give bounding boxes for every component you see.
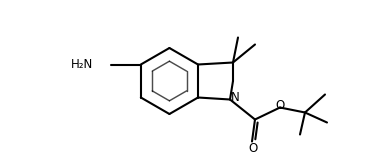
Text: N: N [231,91,240,104]
Text: H₂N: H₂N [70,58,93,71]
Text: O: O [275,99,285,112]
Text: O: O [248,143,258,155]
